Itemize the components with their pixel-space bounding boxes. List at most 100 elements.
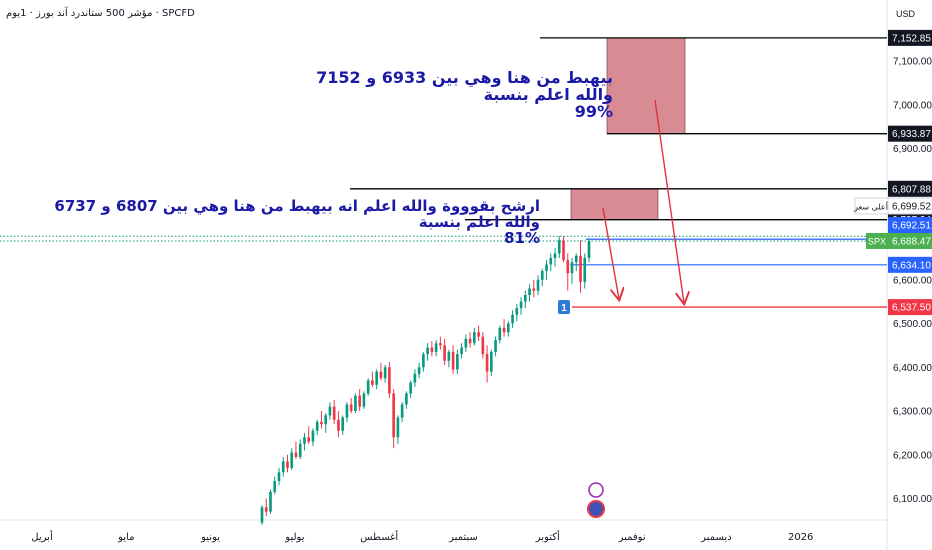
candle-body (519, 301, 523, 309)
candle-body (311, 430, 315, 442)
candle-body (362, 393, 366, 407)
y-tick-label: 6,200.00 (893, 450, 932, 461)
annotation-lower-line-1: ارشح بقوووة والله اعلم انه بيهبط من هنا … (54, 197, 540, 215)
candle-body (281, 461, 285, 473)
candle-body (498, 327, 502, 341)
candle-body (528, 288, 531, 296)
y-tick-label: 6,500.00 (893, 319, 932, 330)
symbol-description: مؤشر 500 ستاندرد آند بورز · 1يوم (6, 8, 153, 19)
candle-body (409, 382, 412, 394)
x-tick-label: ديسمبر (700, 532, 731, 543)
candle-body (532, 288, 536, 291)
event-marker[interactable] (558, 300, 570, 314)
candle-body (443, 345, 446, 361)
candle-body (315, 421, 319, 431)
annotation-upper-line-3: 99% (574, 101, 613, 121)
price-badge-label: 6,634.10 (892, 260, 931, 271)
price-badge-label: 6,537.50 (892, 303, 931, 314)
currency-label: USD (896, 9, 916, 19)
candle-body (400, 404, 404, 418)
annotation-upper-line-1: بيهبط من هنا وهي بين 6933 و 7152 (316, 68, 613, 87)
candle-body (341, 417, 345, 431)
candle-body (515, 308, 519, 315)
candle-body (349, 404, 353, 411)
price-badge (888, 29, 932, 46)
x-tick-label: نوفمبر (618, 532, 646, 543)
x-tick-label: مايو (117, 532, 134, 543)
candle-body (485, 354, 489, 372)
y-tick-label: 6,400.00 (893, 363, 932, 374)
price-badge-label: 6,807.88 (892, 184, 931, 195)
candle-body (430, 347, 434, 352)
candle-body (345, 404, 349, 418)
candle-body (570, 262, 574, 274)
candle-body (277, 472, 281, 481)
candle-body (405, 393, 408, 405)
y-tick-label: 6,600.00 (893, 275, 932, 286)
chart-header: SPCFD · مؤشر 500 ستاندرد آند بورز · 1يوم (6, 8, 195, 19)
candle-body (447, 351, 451, 361)
candle-body (273, 481, 277, 492)
candle-body (566, 260, 570, 274)
candle-body (473, 332, 476, 344)
y-tick-label: 7,100.00 (893, 57, 932, 68)
price-badge (888, 180, 932, 197)
candle-body (460, 347, 463, 355)
price-tag-label: SPX (868, 237, 886, 247)
candle-body (328, 406, 332, 416)
candle-body (413, 373, 417, 383)
candle-body (388, 367, 391, 394)
x-tick-label: أبريل (31, 530, 53, 543)
price-badge-label: 6,688.47 (892, 237, 931, 248)
symbol-name: SPCFD (162, 8, 195, 19)
candle-body (579, 255, 582, 282)
candle-body (439, 343, 442, 346)
arrow-lower-zone (602, 207, 619, 299)
y-tick-label: 6,900.00 (893, 144, 932, 155)
event-marker-label: 1 (561, 303, 567, 314)
price-badge (888, 233, 932, 249)
candle-body (583, 257, 587, 282)
lower-supply-zone[interactable] (570, 188, 659, 221)
candle-body (451, 351, 455, 370)
candle-body (337, 419, 340, 431)
candle-body (553, 253, 557, 258)
candle-body (523, 295, 527, 302)
candle-body (506, 323, 510, 333)
candle-body (464, 338, 468, 348)
candle-body (587, 241, 591, 258)
annotation-lower-line-3: 81% (504, 228, 540, 247)
candle-body (379, 371, 383, 379)
candle-body (294, 452, 298, 457)
candle-body (392, 393, 395, 438)
candle-body (481, 336, 485, 355)
candle-body (396, 417, 400, 438)
candle-body (290, 452, 294, 468)
candle-body (540, 271, 544, 280)
candle-body (371, 380, 374, 385)
x-tick-label: يونيو (200, 532, 220, 543)
us-flag-icon[interactable] (587, 500, 605, 518)
earnings-icon[interactable] (588, 482, 604, 498)
upper-supply-zone[interactable] (606, 37, 686, 134)
y-tick-label: 6,100.00 (893, 494, 932, 505)
candle-body (358, 395, 361, 407)
candle-body (307, 437, 311, 442)
price-tag (854, 197, 889, 215)
candle-body (269, 491, 272, 512)
candle-body (354, 395, 357, 411)
candle-body (562, 240, 565, 261)
price-tag-label: أعلى سعر (853, 202, 888, 212)
price-tag (866, 233, 888, 249)
candle-body (426, 347, 429, 355)
candle-body (298, 443, 302, 457)
candle-body (456, 354, 459, 370)
candle-body (383, 367, 387, 379)
price-badge-label: 6,699.52 (892, 202, 931, 213)
annotation-lower-zone: ارشح بقوووة والله اعلم انه بيهبط من هنا … (54, 197, 540, 247)
candle-body (324, 415, 328, 425)
candle-body (434, 343, 438, 352)
y-tick-label: 6,300.00 (893, 407, 932, 418)
candle-body (502, 327, 506, 333)
